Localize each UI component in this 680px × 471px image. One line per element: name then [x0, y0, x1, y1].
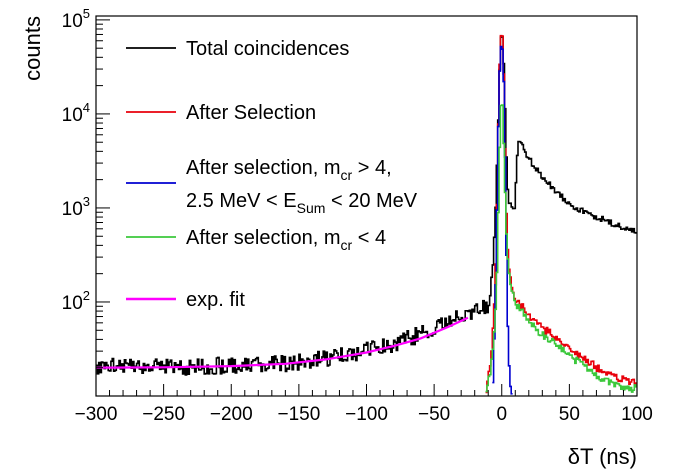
x-tick-label: −200	[210, 404, 253, 425]
y-tick-label: 102	[62, 288, 90, 314]
y-tick-label: 105	[62, 6, 90, 32]
plot-series	[96, 34, 637, 395]
legend-label-fit: exp. fit	[186, 289, 245, 311]
series-mcr_lt4	[485, 104, 637, 393]
legend-label-mcr_gt4: After selection, mcr > 4,	[186, 157, 392, 183]
x-tick-label: 100	[621, 404, 653, 425]
series-total	[96, 35, 637, 376]
x-tick-label: 0	[496, 404, 507, 425]
series-fit	[96, 316, 469, 369]
x-tick-label: −300	[75, 404, 118, 425]
axes: −300 −250 −200 −150 −100 −50 0 50 100 102 103 104 10…	[62, 6, 653, 425]
x-axis-label: δT (ns)	[568, 444, 637, 469]
x-tick-label: −50	[418, 404, 450, 425]
y-axis-label: counts	[20, 16, 45, 81]
x-tick-label: −100	[345, 404, 388, 425]
y-tick-label: 103	[62, 194, 90, 220]
x-tick-label: −250	[142, 404, 185, 425]
legend: Total coincidences After Selection After s…	[126, 38, 418, 311]
legend-label-mcr_lt4: After selection, mcr < 4	[186, 227, 386, 253]
legend-label-selection: After Selection	[186, 102, 316, 124]
legend-label-total: Total coincidences	[186, 38, 349, 60]
y-tick-label: 104	[62, 100, 90, 126]
x-tick-label: −150	[277, 404, 320, 425]
x-tick-label: 50	[559, 404, 580, 425]
legend-label-mcr_gt4: 2.5 MeV < ESum < 20 MeV	[186, 190, 418, 216]
series-selection	[485, 34, 637, 394]
